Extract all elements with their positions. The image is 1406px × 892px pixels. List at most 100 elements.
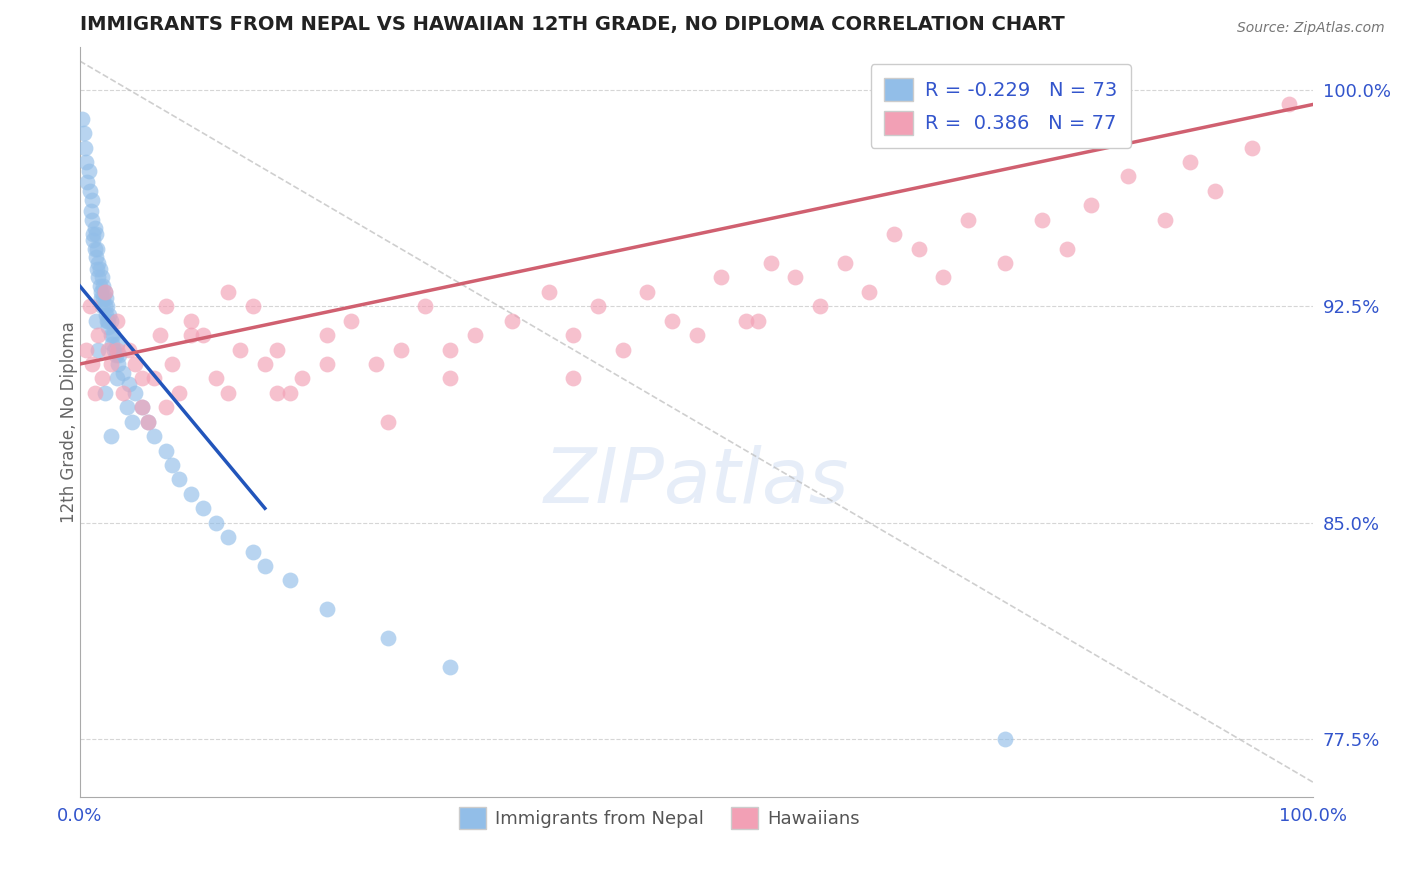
- Point: [364, 357, 387, 371]
- Point: [82, 233, 104, 247]
- Point: [155, 299, 177, 313]
- Point: [180, 314, 202, 328]
- Y-axis label: 12th Grade, No Diploma: 12th Grade, No Diploma: [60, 321, 77, 523]
- Point: [808, 299, 831, 313]
- Point: [537, 285, 560, 299]
- Point: [84, 314, 107, 328]
- Point: [340, 314, 363, 328]
- Point: [94, 291, 117, 305]
- Text: ZIPatlas: ZIPatlas: [544, 445, 849, 519]
- Point: [136, 415, 159, 429]
- Point: [96, 299, 118, 313]
- Point: [101, 336, 124, 351]
- Point: [180, 487, 202, 501]
- Point: [97, 319, 120, 334]
- Point: [131, 371, 153, 385]
- Point: [217, 530, 239, 544]
- Point: [86, 242, 108, 256]
- Point: [77, 163, 100, 178]
- Point: [89, 279, 111, 293]
- Point: [87, 328, 110, 343]
- Point: [82, 357, 104, 371]
- Legend: Immigrants from Nepal, Hawaiians: Immigrants from Nepal, Hawaiians: [451, 800, 868, 837]
- Point: [858, 285, 880, 299]
- Point: [107, 357, 129, 371]
- Point: [167, 385, 190, 400]
- Point: [1278, 97, 1301, 112]
- Point: [76, 175, 98, 189]
- Point: [83, 221, 105, 235]
- Point: [413, 299, 436, 313]
- Point: [86, 261, 108, 276]
- Point: [131, 401, 153, 415]
- Point: [83, 385, 105, 400]
- Text: IMMIGRANTS FROM NEPAL VS HAWAIIAN 12TH GRADE, NO DIPLOMA CORRELATION CHART: IMMIGRANTS FROM NEPAL VS HAWAIIAN 12TH G…: [80, 15, 1064, 34]
- Point: [907, 242, 929, 256]
- Point: [112, 385, 135, 400]
- Point: [124, 385, 146, 400]
- Point: [217, 385, 239, 400]
- Point: [217, 285, 239, 299]
- Point: [72, 112, 94, 126]
- Point: [994, 256, 1017, 270]
- Point: [79, 184, 101, 198]
- Point: [204, 371, 226, 385]
- Point: [278, 385, 301, 400]
- Point: [377, 631, 399, 645]
- Point: [100, 429, 122, 443]
- Point: [994, 732, 1017, 747]
- Point: [72, 126, 94, 140]
- Point: [735, 314, 758, 328]
- Point: [91, 279, 114, 293]
- Point: [136, 415, 159, 429]
- Point: [93, 385, 115, 400]
- Point: [315, 602, 337, 616]
- Point: [278, 574, 301, 588]
- Point: [1154, 212, 1177, 227]
- Point: [155, 401, 177, 415]
- Point: [105, 371, 128, 385]
- Point: [82, 193, 104, 207]
- Point: [291, 371, 314, 385]
- Point: [1080, 198, 1102, 212]
- Point: [162, 458, 184, 472]
- Point: [83, 242, 105, 256]
- Point: [112, 366, 135, 380]
- Point: [87, 270, 110, 285]
- Point: [562, 371, 585, 385]
- Point: [193, 501, 215, 516]
- Point: [266, 385, 288, 400]
- Point: [162, 357, 184, 371]
- Point: [97, 314, 120, 328]
- Point: [93, 285, 115, 299]
- Point: [439, 660, 461, 674]
- Point: [149, 328, 172, 343]
- Point: [115, 401, 138, 415]
- Point: [1204, 184, 1226, 198]
- Point: [785, 270, 807, 285]
- Point: [242, 544, 264, 558]
- Point: [315, 328, 337, 343]
- Point: [242, 299, 264, 313]
- Point: [87, 343, 110, 357]
- Point: [101, 328, 124, 343]
- Point: [82, 212, 104, 227]
- Point: [98, 308, 121, 322]
- Point: [685, 328, 707, 343]
- Point: [1178, 155, 1201, 169]
- Point: [105, 336, 128, 351]
- Point: [586, 299, 609, 313]
- Point: [100, 314, 122, 328]
- Point: [142, 371, 165, 385]
- Point: [84, 250, 107, 264]
- Point: [124, 357, 146, 371]
- Point: [1116, 169, 1139, 184]
- Point: [253, 357, 276, 371]
- Point: [89, 261, 111, 276]
- Point: [97, 343, 120, 357]
- Point: [84, 227, 107, 242]
- Text: Source: ZipAtlas.com: Source: ZipAtlas.com: [1237, 21, 1385, 35]
- Point: [131, 401, 153, 415]
- Point: [103, 343, 125, 357]
- Point: [661, 314, 683, 328]
